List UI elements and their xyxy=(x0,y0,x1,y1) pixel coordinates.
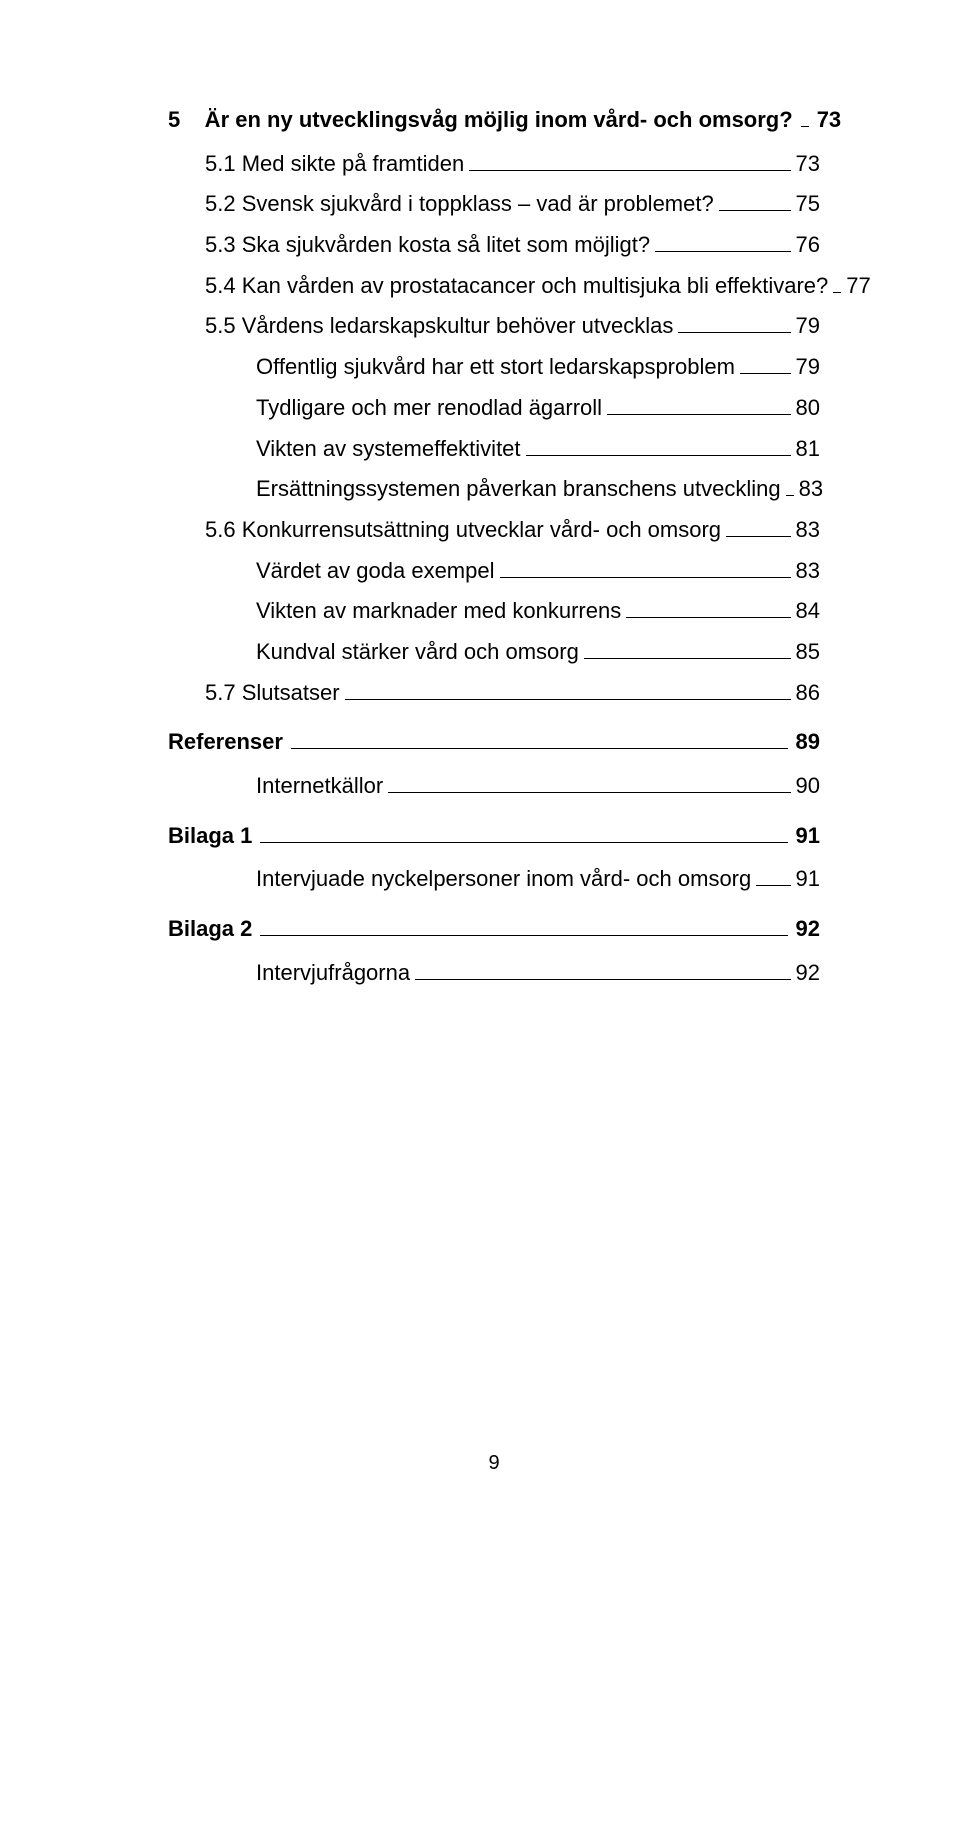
toc-row: Vikten av marknader med konkurrens 84 xyxy=(168,596,820,626)
toc-entry-text: Offentlig sjukvård har ett stort ledarsk… xyxy=(256,352,735,382)
toc-entry-page: 80 xyxy=(796,393,820,423)
toc-leader xyxy=(655,231,790,252)
toc-row: Referenser 89 xyxy=(168,727,820,757)
toc-row: Värdet av goda exempel 83 xyxy=(168,556,820,586)
toc-entry-text: 5.4 Kan vården av prostatacancer och mul… xyxy=(205,271,828,301)
toc-entry-text: 5 Är en ny utvecklingsvåg möjlig inom vå… xyxy=(168,105,793,135)
toc-entry-text: Bilaga 1 xyxy=(168,821,252,851)
toc-row: Intervjufrågorna 92 xyxy=(168,958,820,988)
toc-row: 5.4 Kan vården av prostatacancer och mul… xyxy=(168,271,820,301)
toc-row: Internetkällor 90 xyxy=(168,771,820,801)
toc-leader xyxy=(415,959,790,980)
toc-entry-text: Vikten av marknader med konkurrens xyxy=(256,596,621,626)
toc-row: 5.2 Svensk sjukvård i toppklass – vad är… xyxy=(168,189,820,219)
toc-leader xyxy=(678,313,790,334)
table-of-contents: 5 Är en ny utvecklingsvåg möjlig inom vå… xyxy=(168,105,820,987)
toc-entry-text: Intervjuade nyckelpersoner inom vård- oc… xyxy=(256,864,751,894)
toc-entry-text: Kundval stärker vård och omsorg xyxy=(256,637,579,667)
toc-entry-text: Värdet av goda exempel xyxy=(256,556,495,586)
toc-leader xyxy=(260,915,787,936)
toc-row: 5.1 Med sikte på framtiden 73 xyxy=(168,149,820,179)
toc-entry-page: 84 xyxy=(796,596,820,626)
toc-entry-page: 76 xyxy=(796,230,820,260)
toc-leader xyxy=(833,272,841,293)
toc-entry-page: 73 xyxy=(817,105,841,135)
toc-row: Ersättningssystemen påverkan branschens … xyxy=(168,474,820,504)
toc-leader xyxy=(786,475,794,496)
toc-entry-page: 90 xyxy=(796,771,820,801)
toc-entry-page: 79 xyxy=(796,352,820,382)
toc-row: 5.6 Konkurrensutsättning utvecklar vård-… xyxy=(168,515,820,545)
toc-leader xyxy=(801,106,809,127)
toc-entry-page: 83 xyxy=(799,474,823,504)
toc-leader xyxy=(345,679,791,700)
toc-entry-page: 77 xyxy=(846,271,870,301)
page-number: 9 xyxy=(168,1452,820,1475)
toc-leader xyxy=(740,353,791,374)
toc-entry-text: Referenser xyxy=(168,727,283,757)
toc-entry-page: 92 xyxy=(796,914,820,944)
toc-leader xyxy=(584,638,791,659)
toc-row: Tydligare och mer renodlad ägarroll 80 xyxy=(168,393,820,423)
toc-entry-text: 5.5 Vårdens ledarskapskultur behöver utv… xyxy=(205,311,673,341)
toc-entry-text: 5.2 Svensk sjukvård i toppklass – vad är… xyxy=(205,189,714,219)
toc-entry-page: 81 xyxy=(796,434,820,464)
toc-leader xyxy=(726,516,790,537)
toc-leader xyxy=(719,191,791,212)
toc-entry-text: Ersättningssystemen påverkan branschens … xyxy=(256,474,781,504)
toc-row: 5.5 Vårdens ledarskapskultur behöver utv… xyxy=(168,311,820,341)
toc-entry-page: 83 xyxy=(796,515,820,545)
toc-leader xyxy=(500,557,791,578)
toc-entry-text: 5.7 Slutsatser xyxy=(205,678,340,708)
toc-leader xyxy=(260,822,787,843)
toc-entry-page: 91 xyxy=(796,821,820,851)
toc-entry-text: 5.3 Ska sjukvården kosta så litet som mö… xyxy=(205,230,650,260)
toc-leader xyxy=(291,729,788,750)
toc-row: 5.3 Ska sjukvården kosta så litet som mö… xyxy=(168,230,820,260)
page-content: 5 Är en ny utvecklingsvåg möjlig inom vå… xyxy=(0,0,960,1475)
toc-entry-text: 5.1 Med sikte på framtiden xyxy=(205,149,464,179)
toc-entry-page: 86 xyxy=(796,678,820,708)
toc-leader xyxy=(607,394,790,415)
toc-row: 5.7 Slutsatser 86 xyxy=(168,678,820,708)
toc-row: Bilaga 2 92 xyxy=(168,914,820,944)
toc-row: Kundval stärker vård och omsorg 85 xyxy=(168,637,820,667)
toc-entry-page: 75 xyxy=(796,189,820,219)
toc-entry-text: Vikten av systemeffektivitet xyxy=(256,434,521,464)
toc-row: Offentlig sjukvård har ett stort ledarsk… xyxy=(168,352,820,382)
toc-leader xyxy=(626,597,790,618)
toc-leader xyxy=(388,772,790,793)
toc-row: Bilaga 1 91 xyxy=(168,821,820,851)
toc-entry-page: 92 xyxy=(796,958,820,988)
toc-entry-page: 79 xyxy=(796,311,820,341)
toc-entry-text: Tydligare och mer renodlad ägarroll xyxy=(256,393,602,423)
toc-entry-page: 85 xyxy=(796,637,820,667)
toc-entry-page: 83 xyxy=(796,556,820,586)
toc-entry-page: 89 xyxy=(796,727,820,757)
toc-entry-text: 5.6 Konkurrensutsättning utvecklar vård-… xyxy=(205,515,721,545)
toc-row: Intervjuade nyckelpersoner inom vård- oc… xyxy=(168,864,820,894)
toc-entry-page: 73 xyxy=(796,149,820,179)
toc-leader xyxy=(469,150,790,171)
toc-leader xyxy=(526,435,791,456)
toc-entry-page: 91 xyxy=(796,864,820,894)
toc-entry-text: Internetkällor xyxy=(256,771,383,801)
toc-entry-text: Intervjufrågorna xyxy=(256,958,410,988)
toc-entry-text: Bilaga 2 xyxy=(168,914,252,944)
toc-row: 5 Är en ny utvecklingsvåg möjlig inom vå… xyxy=(168,105,820,135)
toc-leader xyxy=(756,866,790,887)
toc-row: Vikten av systemeffektivitet 81 xyxy=(168,434,820,464)
